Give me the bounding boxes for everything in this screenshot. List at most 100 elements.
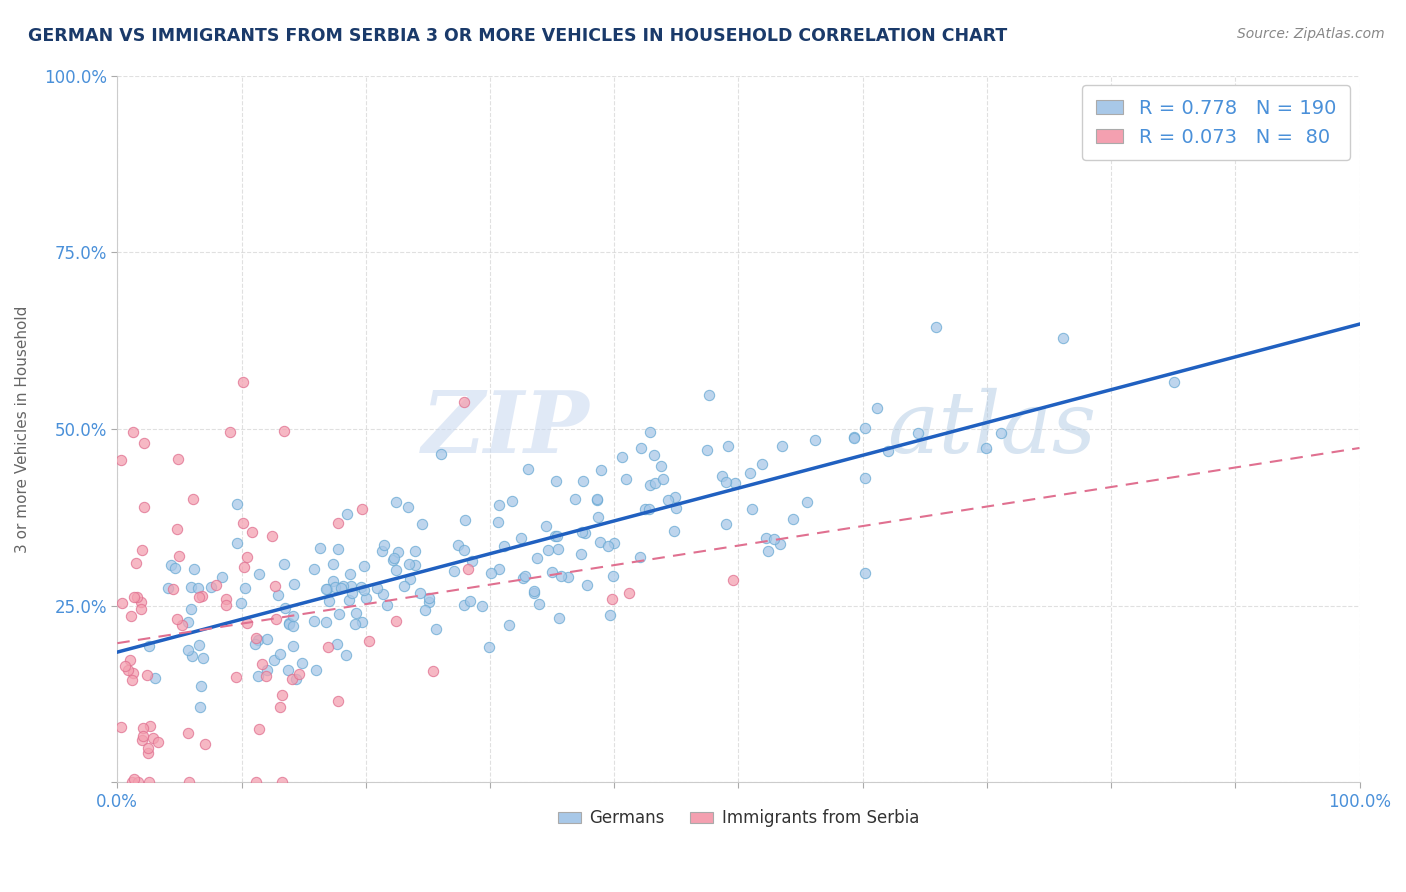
Point	[226, 536, 249, 550]
Point	[411, 517, 433, 532]
Point	[132, 500, 155, 514]
Point	[602, 569, 624, 583]
Point	[211, 570, 233, 584]
Point	[430, 447, 453, 461]
Point	[163, 560, 186, 574]
Point	[277, 616, 299, 631]
Point	[125, 556, 148, 570]
Point	[309, 541, 332, 556]
Point	[118, 653, 141, 667]
Point	[281, 640, 304, 654]
Point	[404, 544, 426, 558]
Point	[322, 574, 344, 589]
Point	[176, 726, 198, 740]
Point	[546, 474, 568, 488]
Point	[200, 580, 222, 594]
Point	[218, 425, 240, 439]
Point	[138, 775, 160, 789]
Point	[457, 561, 479, 575]
Point	[697, 387, 720, 401]
Point	[392, 578, 415, 592]
Point	[344, 606, 367, 620]
Point	[547, 541, 569, 556]
Point	[246, 669, 269, 683]
Point	[183, 561, 205, 575]
Point	[122, 590, 145, 604]
Point	[281, 609, 304, 624]
Point	[243, 638, 266, 652]
Point	[600, 592, 623, 607]
Point	[129, 602, 152, 616]
Point	[782, 512, 804, 526]
Point	[385, 615, 408, 629]
Point	[488, 499, 510, 513]
Point	[974, 442, 997, 456]
Point	[166, 612, 188, 626]
Point	[132, 722, 155, 736]
Point	[589, 534, 612, 549]
Point	[122, 425, 145, 439]
Point	[235, 549, 257, 564]
Point	[256, 663, 278, 677]
Point	[588, 510, 610, 524]
Point	[640, 478, 662, 492]
Point	[340, 579, 363, 593]
Point	[460, 554, 482, 568]
Point	[599, 608, 621, 623]
Point	[291, 657, 314, 671]
Point	[572, 474, 595, 488]
Point	[323, 580, 346, 594]
Point	[254, 669, 277, 683]
Point	[315, 582, 337, 596]
Point	[142, 731, 165, 745]
Point	[131, 543, 153, 558]
Point	[537, 543, 560, 558]
Point	[853, 421, 876, 435]
Point	[770, 439, 793, 453]
Point	[132, 729, 155, 743]
Point	[371, 587, 394, 601]
Text: ZIP: ZIP	[422, 387, 589, 471]
Point	[696, 443, 718, 458]
Point	[724, 475, 747, 490]
Point	[240, 524, 263, 539]
Point	[575, 578, 598, 592]
Point	[350, 580, 373, 594]
Point	[664, 500, 686, 515]
Point	[131, 733, 153, 747]
Point	[326, 541, 349, 556]
Point	[122, 772, 145, 786]
Point	[269, 647, 291, 661]
Point	[180, 580, 202, 594]
Point	[486, 516, 509, 530]
Point	[167, 549, 190, 563]
Point	[353, 582, 375, 597]
Point	[188, 590, 211, 604]
Point	[453, 543, 475, 558]
Point	[842, 430, 865, 444]
Point	[266, 588, 288, 602]
Point	[596, 539, 619, 553]
Point	[638, 425, 661, 439]
Point	[612, 450, 634, 464]
Point	[125, 591, 148, 605]
Point	[569, 547, 592, 561]
Point	[564, 491, 586, 506]
Point	[229, 596, 252, 610]
Point	[804, 434, 827, 448]
Point	[418, 595, 440, 609]
Point	[344, 617, 367, 632]
Point	[335, 507, 357, 521]
Point	[478, 640, 501, 654]
Point	[245, 775, 267, 789]
Point	[574, 525, 596, 540]
Point	[714, 475, 737, 489]
Point	[274, 600, 297, 615]
Point	[447, 538, 470, 552]
Point	[853, 566, 876, 580]
Point	[585, 492, 607, 507]
Point	[710, 469, 733, 483]
Point	[544, 529, 567, 543]
Point	[143, 671, 166, 685]
Point	[614, 472, 637, 486]
